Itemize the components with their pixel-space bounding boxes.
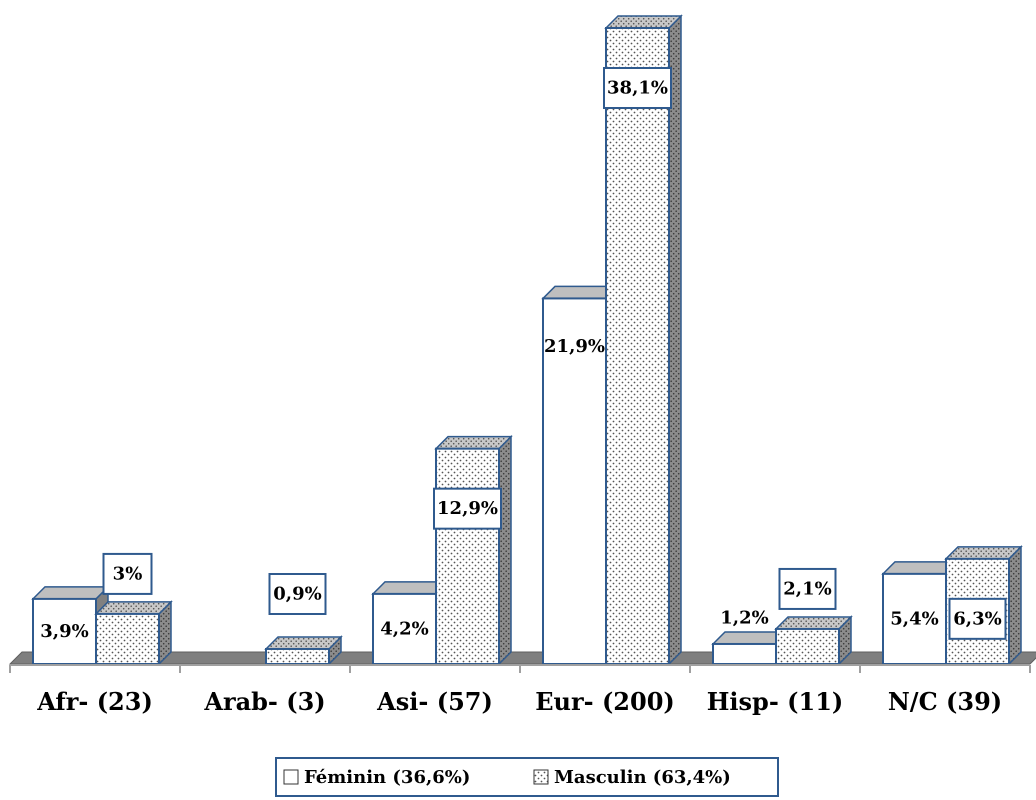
bar-top — [944, 546, 1023, 560]
legend-swatch-feminin — [283, 769, 299, 785]
data-label-text: 1,2% — [720, 607, 768, 628]
data-label: 4,2% — [380, 618, 428, 639]
data-label: 3,9% — [40, 621, 88, 642]
bar-masculin — [774, 615, 853, 666]
bar-front — [95, 612, 160, 666]
bar-top — [31, 586, 110, 600]
data-label: 3% — [102, 552, 153, 595]
data-label: 0,9% — [268, 573, 327, 615]
bar-masculin — [264, 635, 343, 666]
data-label-text: 5,4% — [890, 608, 938, 629]
bar-side — [1008, 545, 1022, 666]
bars — [31, 14, 1023, 666]
bar-front — [542, 297, 607, 665]
legend: Féminin (36,6%) Masculin (63,4%) — [275, 757, 779, 797]
data-label-text: 38,1% — [607, 78, 668, 99]
bar-masculin — [94, 600, 173, 666]
data-label: 5,4% — [890, 608, 938, 629]
legend-swatch-masculin — [533, 769, 549, 785]
bar-front — [882, 572, 947, 666]
data-label-box — [603, 67, 672, 109]
data-label: 1,2% — [720, 607, 768, 628]
data-labels: 3,9% 3% 0,9% 4,2% 12,9% 21,9% 38,1% 1,2% 2,1% 5,4… — [40, 67, 1007, 642]
data-label-text: 6,3% — [953, 608, 1001, 629]
bar-front — [775, 627, 840, 666]
bar-front — [265, 647, 330, 666]
data-label: 6,3% — [948, 597, 1007, 640]
bar-front — [712, 642, 777, 666]
data-label-text: 3,9% — [40, 621, 88, 642]
legend-label-masculin: Masculin (63,4%) — [554, 767, 731, 788]
legend-box — [275, 757, 779, 797]
category-label: N/C (39) — [888, 687, 1002, 716]
data-label: 2,1% — [778, 567, 837, 610]
bar-side — [498, 434, 512, 666]
data-label-box — [433, 487, 502, 530]
data-label-box — [268, 573, 327, 615]
bar-top — [94, 601, 173, 615]
category-label: Arab- (3) — [203, 687, 325, 716]
x-axis: Afr- (23) Arab- (3) Asi- (57) Eur- (200) His… — [9, 664, 1031, 716]
bar-front — [605, 27, 670, 665]
data-label-text: 12,9% — [437, 498, 498, 519]
data-label-text: 2,1% — [783, 578, 831, 599]
data-label-text: 3% — [113, 563, 143, 584]
data-label: 12,9% — [433, 487, 502, 530]
bar-masculin — [604, 14, 683, 666]
bar-front — [435, 447, 500, 665]
bar-side — [668, 14, 682, 666]
data-label-text: 21,9% — [544, 336, 605, 357]
category-label: Eur- (200) — [535, 687, 675, 716]
data-label-box — [102, 552, 153, 595]
category-label: Afr- (23) — [36, 687, 153, 716]
category-label: Hisp- (11) — [707, 687, 844, 716]
data-label-box — [948, 597, 1007, 640]
bar-top — [774, 616, 853, 630]
bar-top — [434, 435, 513, 450]
category-label: Asi- (57) — [376, 687, 493, 716]
data-label-text: 4,2% — [380, 618, 428, 639]
data-label: 21,9% — [544, 336, 605, 357]
data-label-box — [778, 567, 837, 610]
data-label: 38,1% — [603, 67, 672, 109]
bar-top — [604, 15, 683, 29]
bar-top — [264, 636, 343, 650]
bar-masculin — [434, 434, 513, 666]
data-label-text: 0,9% — [273, 584, 321, 605]
legend-label-feminin: Féminin (36,6%) — [304, 767, 470, 788]
